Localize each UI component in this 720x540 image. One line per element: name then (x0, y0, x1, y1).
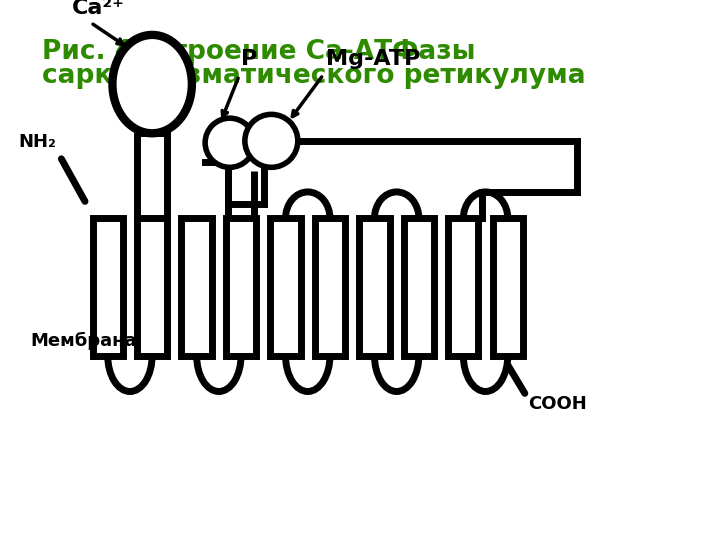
Text: P: P (241, 49, 257, 69)
Bar (271, 218, 301, 355)
Bar (492, 218, 523, 355)
Bar (449, 218, 479, 355)
Text: саркоплазматического ретикулума: саркоплазматического ретикулума (42, 63, 586, 89)
Bar (93, 218, 123, 355)
Bar (137, 218, 167, 355)
Text: COOH: COOH (528, 395, 588, 413)
Bar (404, 218, 434, 355)
Bar (181, 218, 212, 355)
Bar (359, 218, 390, 355)
Text: Мембрана: Мембрана (30, 332, 137, 350)
Ellipse shape (245, 114, 298, 167)
Text: Рис. 4. Строение Са-АТФазы: Рис. 4. Строение Са-АТФазы (42, 39, 476, 65)
Text: NH₂: NH₂ (19, 133, 57, 151)
Text: Mg-ATP: Mg-ATP (326, 49, 420, 69)
Ellipse shape (112, 35, 192, 133)
Ellipse shape (205, 118, 254, 167)
Text: Ca²⁺: Ca²⁺ (72, 0, 125, 18)
Bar (315, 218, 345, 355)
Bar (226, 218, 256, 355)
